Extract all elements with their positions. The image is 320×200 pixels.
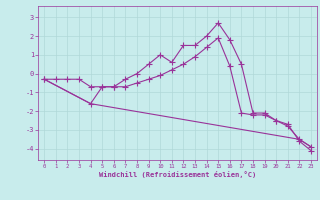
X-axis label: Windchill (Refroidissement éolien,°C): Windchill (Refroidissement éolien,°C)	[99, 171, 256, 178]
